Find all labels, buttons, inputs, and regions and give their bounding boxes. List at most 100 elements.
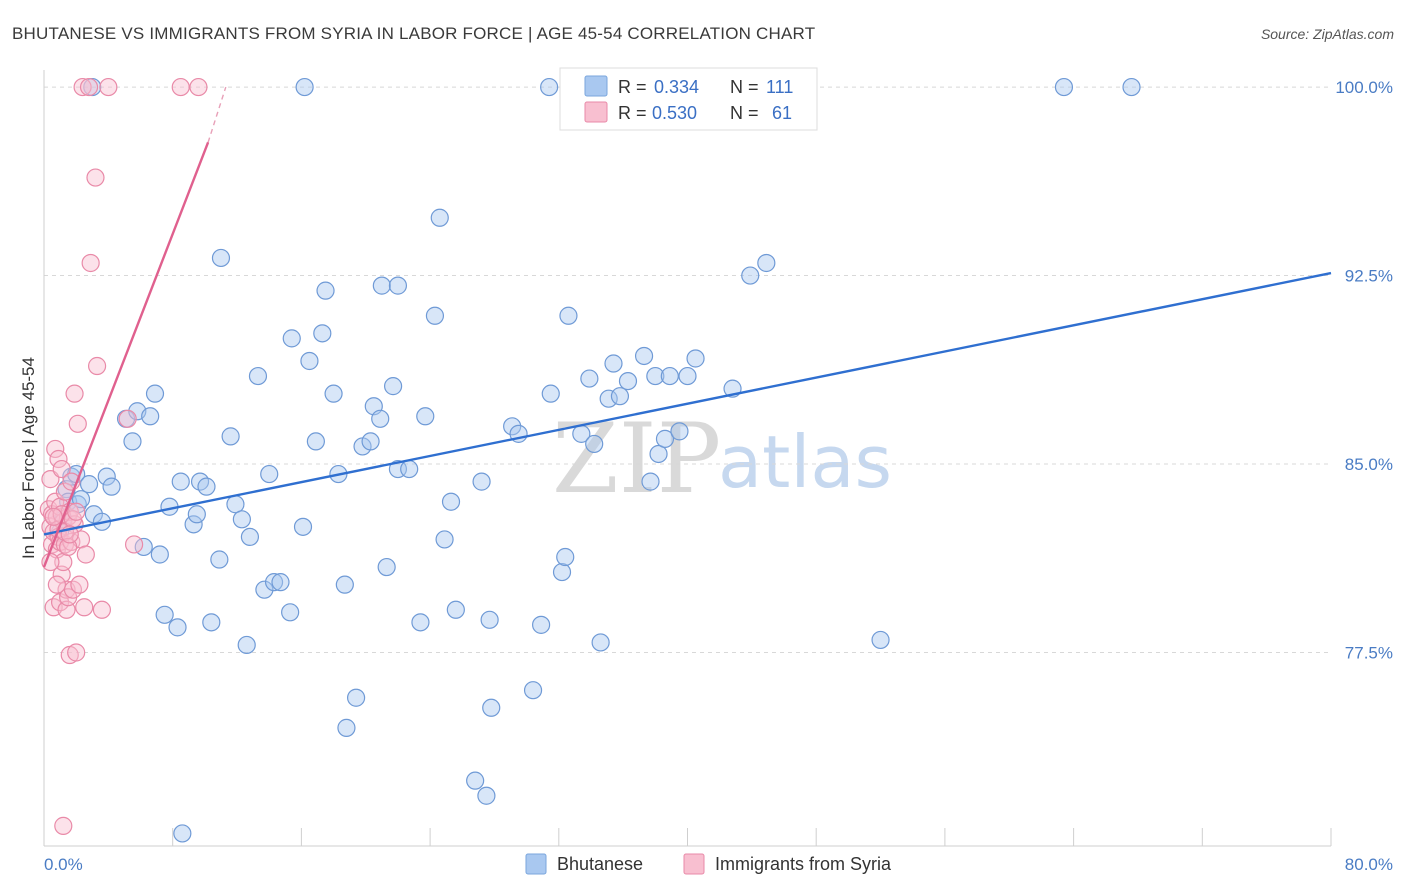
x-tick-label-1: 80.0% xyxy=(1345,855,1393,874)
x-tick-labels: 0.0% 80.0% xyxy=(44,855,1393,874)
y-tick-label-2: 92.5% xyxy=(1345,267,1393,286)
watermark-atlas: atlas xyxy=(718,420,892,504)
data-point-syria-49 xyxy=(171,77,190,97)
data-point-bhutanese-99 xyxy=(670,422,689,441)
data-point-syria-44 xyxy=(87,356,107,376)
data-point-bhutanese-52 xyxy=(337,718,356,737)
data-point-bhutanese-72 xyxy=(472,472,491,491)
data-point-bhutanese-75 xyxy=(482,698,501,717)
data-point-bhutanese-40 xyxy=(271,573,290,592)
data-point-bhutanese-60 xyxy=(383,377,403,396)
data-point-bhutanese-41 xyxy=(281,603,300,622)
data-point-bhutanese-93 xyxy=(634,346,654,366)
data-point-bhutanese-84 xyxy=(559,306,578,325)
data-point-bhutanese-31 xyxy=(221,427,240,446)
data-point-bhutanese-8 xyxy=(79,475,99,494)
data-point-bhutanese-32 xyxy=(226,495,245,514)
data-point-syria-32 xyxy=(65,384,84,403)
chart-source: Source: ZipAtlas.com xyxy=(1261,26,1394,42)
data-point-bhutanese-97 xyxy=(655,429,675,448)
trend-line-bhutanese xyxy=(43,271,1332,536)
legend-label-bhutanese: Bhutanese xyxy=(557,854,643,874)
data-point-bhutanese-36 xyxy=(248,366,268,386)
x-tick-label-0: 0.0% xyxy=(44,855,83,874)
data-point-bhutanese-46 xyxy=(306,432,325,451)
data-point-bhutanese-35 xyxy=(240,527,260,547)
data-point-syria-20 xyxy=(54,816,73,835)
y-axis-label: In Labor Force | Age 45-54 xyxy=(19,357,38,559)
trend-line-syria-extension xyxy=(207,86,227,143)
data-point-bhutanese-57 xyxy=(371,409,390,428)
data-point-bhutanese-18 xyxy=(145,384,165,403)
stats-legend: R = 0.334 N = 111 R = 0.530 N = 61 xyxy=(559,67,818,131)
legend-swatch-bottom-bhutanese xyxy=(525,853,547,875)
data-point-bhutanese-64 xyxy=(411,613,430,632)
data-point-bhutanese-27 xyxy=(197,477,216,496)
data-point-syria-46 xyxy=(99,77,118,97)
data-point-bhutanese-100 xyxy=(678,366,697,386)
data-point-bhutanese-67 xyxy=(430,208,449,227)
legend-r-label-syria: R = xyxy=(618,103,647,123)
data-point-syria-40 xyxy=(76,545,95,564)
data-point-syria-16 xyxy=(52,459,71,479)
data-point-syria-54 xyxy=(44,507,63,526)
data-point-bhutanese-63 xyxy=(388,276,408,295)
legend-label-syria: Immigrants from Syria xyxy=(715,854,892,874)
legend-r-value-bhutanese: 0.334 xyxy=(654,77,699,97)
y-tick-label-3: 100.0% xyxy=(1335,78,1393,97)
data-point-bhutanese-24 xyxy=(184,515,203,534)
data-point-bhutanese-49 xyxy=(324,384,343,403)
legend-r-value-syria: 0.530 xyxy=(652,103,697,123)
data-point-bhutanese-37 xyxy=(255,580,274,599)
data-point-bhutanese-71 xyxy=(466,771,485,790)
data-point-bhutanese-33 xyxy=(232,510,251,529)
data-point-bhutanese-73 xyxy=(477,786,496,805)
data-point-bhutanese-44 xyxy=(300,351,319,371)
data-point-bhutanese-39 xyxy=(260,464,279,484)
data-point-syria-48 xyxy=(124,535,144,554)
data-point-bhutanese-53 xyxy=(346,688,366,707)
y-tick-label-1: 85.0% xyxy=(1345,455,1393,474)
data-point-bhutanese-20 xyxy=(155,605,174,624)
legend-swatch-bottom-syria xyxy=(683,853,705,875)
data-point-bhutanese-34 xyxy=(237,635,256,655)
data-point-bhutanese-101 xyxy=(686,349,705,368)
data-point-syria-34 xyxy=(67,643,86,662)
data-point-syria-42 xyxy=(81,253,100,273)
data-point-bhutanese-96 xyxy=(649,444,668,464)
data-point-bhutanese-90 xyxy=(604,354,623,373)
legend-n-label-syria: N = xyxy=(730,103,759,123)
data-point-bhutanese-65 xyxy=(416,407,435,426)
data-point-bhutanese-79 xyxy=(532,615,551,634)
data-point-bhutanese-76 xyxy=(503,417,522,436)
data-point-bhutanese-19 xyxy=(150,545,169,564)
data-point-bhutanese-81 xyxy=(541,384,560,403)
data-point-bhutanese-28 xyxy=(202,613,221,632)
data-point-bhutanese-42 xyxy=(282,329,301,348)
data-point-syria-60 xyxy=(41,552,60,572)
series-legend: Bhutanese Immigrants from Syria xyxy=(525,853,892,875)
data-point-bhutanese-68 xyxy=(435,530,454,549)
data-point-syria-36 xyxy=(70,575,89,594)
data-point-bhutanese-95 xyxy=(646,366,665,386)
data-point-bhutanese-107 xyxy=(1122,77,1141,97)
data-point-bhutanese-11 xyxy=(97,467,116,486)
data-point-syria-11 xyxy=(49,449,68,469)
data-point-bhutanese-66 xyxy=(425,306,445,325)
data-point-bhutanese-88 xyxy=(591,633,610,652)
trend-line-syria xyxy=(42,141,210,568)
data-point-syria-38 xyxy=(73,77,92,97)
legend-n-label-bhutanese: N = xyxy=(730,77,759,97)
data-point-bhutanese-14 xyxy=(123,432,142,451)
watermark-zip: ZIP xyxy=(552,403,721,515)
y-tick-labels: 77.5% 85.0% 92.5% 100.0% xyxy=(1335,78,1393,662)
data-point-syria-41 xyxy=(79,77,99,97)
data-point-bhutanese-105 xyxy=(871,630,890,650)
data-point-syria-58 xyxy=(47,575,66,594)
data-point-bhutanese-22 xyxy=(168,618,187,637)
data-point-bhutanese-29 xyxy=(210,550,229,569)
data-point-bhutanese-47 xyxy=(313,324,332,343)
legend-swatch-bhutanese xyxy=(584,75,608,97)
legend-r-label-bhutanese: R = xyxy=(618,77,647,97)
data-point-syria-39 xyxy=(75,598,94,617)
